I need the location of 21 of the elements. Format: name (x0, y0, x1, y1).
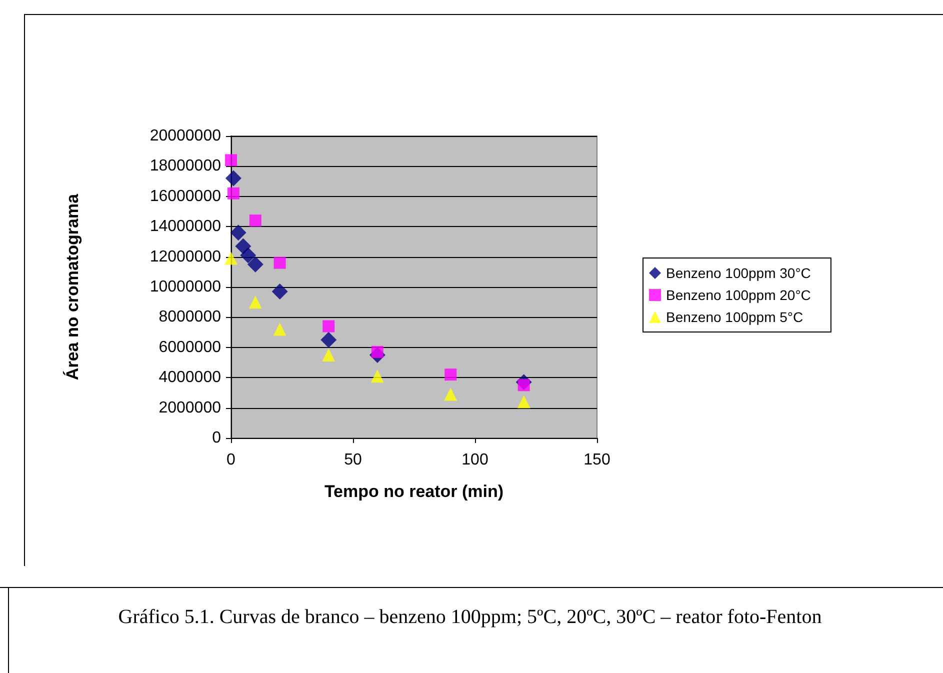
y-tick-label: 6000000 (158, 338, 222, 356)
y-tick-label: 2000000 (158, 399, 222, 416)
y-tick-label: 10000000 (150, 278, 222, 296)
y-tick-label: 12000000 (150, 248, 222, 266)
y-tick-label: 18000000 (150, 158, 222, 175)
text: Gráfico 5.1. Curvas de branco – benzeno 100ppm; 5ºC, 20ºC, 30ºC – reator foto-Fenton (117, 605, 823, 630)
legend-label: Benzeno 100ppm 30°C (666, 265, 811, 281)
y-tick-label: 20000000 (150, 128, 222, 144)
y-axis-title: Área no cromatograma (62, 193, 82, 380)
y-tick-label: 4000000 (158, 369, 222, 386)
x-axis-title: Tempo no reator (min) (324, 482, 504, 501)
x-tick-label: 0 (226, 452, 236, 468)
y-tick-label: 8000000 (158, 308, 222, 326)
x-tick-label: 50 (344, 452, 362, 468)
y-tick-label: 14000000 (150, 218, 222, 236)
y-tick-label: 16000000 (150, 188, 222, 205)
x-tick-label: 150 (584, 452, 610, 468)
x-tick-label: 100 (462, 452, 488, 468)
legend-label: Benzeno 100ppm 20°C (666, 287, 811, 303)
legend-label: Benzeno 100ppm 5°C (666, 309, 804, 325)
y-tick-label: 0 (212, 430, 222, 446)
